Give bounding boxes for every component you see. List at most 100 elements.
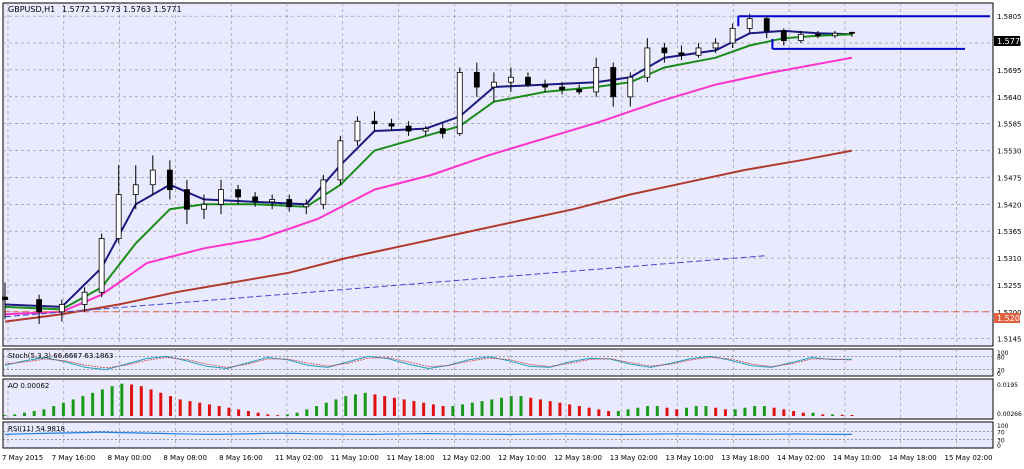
- price-tick-label: 1.5585: [997, 121, 1022, 129]
- candle-body: [525, 76, 531, 85]
- time-tick-label: 7 May 16:00: [52, 454, 96, 462]
- stoch-scale-label: 0: [997, 371, 1001, 378]
- candle-body: [422, 128, 429, 132]
- candles: [2, 13, 855, 325]
- rsi-scale-label: 100: [997, 423, 1009, 430]
- candle-body: [814, 33, 821, 37]
- candle-body: [780, 30, 787, 42]
- candle-body: [832, 32, 838, 37]
- candle-body: [610, 67, 617, 98]
- rsi-scale-label: 0: [997, 443, 1001, 450]
- current-price-marker: 1.5771: [994, 36, 1024, 46]
- candle-body: [184, 189, 190, 210]
- candle-body: [218, 189, 224, 205]
- stoch-scale-label: 80: [997, 354, 1005, 361]
- candle-body: [132, 184, 139, 195]
- candle-body: [405, 125, 412, 132]
- time-tick-label: 8 May 08:00: [163, 454, 207, 462]
- candle-body: [371, 120, 378, 125]
- stoch-scale-label: 20: [997, 368, 1005, 375]
- level-lines[interactable]: [3, 15, 993, 318]
- time-tick-label: 12 May 18:00: [554, 454, 602, 462]
- ohlc-header: 1.5772 1.5773 1.5763 1.5771: [62, 5, 182, 14]
- candle-body: [627, 76, 634, 98]
- time-tick-label: 12 May 02:00: [442, 454, 490, 462]
- price-tick-label: 1.5145: [997, 336, 1022, 344]
- candle-body: [456, 71, 463, 134]
- candle-body: [763, 18, 770, 32]
- time-tick-label: 14 May 18:00: [889, 454, 937, 462]
- time-tick-label: 8 May 00:00: [108, 454, 152, 462]
- price-tick-label: 1.5420: [997, 201, 1022, 209]
- candle-body: [746, 18, 753, 29]
- price-tick-label: 1.5530: [997, 148, 1022, 156]
- candle-body: [201, 203, 207, 210]
- candle-body: [576, 89, 583, 93]
- candle-body: [2, 296, 8, 300]
- candle-body: [149, 169, 156, 186]
- candle-body: [320, 179, 327, 205]
- moving-average-line: [4, 56, 853, 316]
- candle-body: [490, 81, 497, 88]
- candle-body: [593, 67, 600, 93]
- rsi-panel[interactable]: [2, 421, 994, 449]
- candle-body: [712, 42, 719, 49]
- time-tick-label: 7 May 2015: [2, 454, 43, 462]
- candle-body: [559, 86, 565, 90]
- candle-body: [388, 123, 395, 127]
- stoch-scale-label: 100: [997, 350, 1009, 357]
- price-tick-label: 1.5200: [997, 309, 1022, 317]
- candle-body: [473, 71, 480, 88]
- trend-line: [4, 255, 767, 318]
- time-axis: 7 May 2015 7 May 16:00 8 May 00:00 8 May 08…: [2, 454, 993, 462]
- candle-body: [508, 76, 514, 83]
- price-tick-label: 1.5805: [997, 13, 1022, 21]
- stochastic-signal-line: [4, 356, 853, 369]
- candle-body: [98, 238, 105, 293]
- price-tick-label: 1.5255: [997, 282, 1022, 290]
- stochastic-label: Stoch(5,3,3) 66.6667 63.1863: [8, 352, 113, 360]
- candle-body: [661, 47, 668, 54]
- current-price-label: 1.5771: [997, 37, 1024, 46]
- price-tick-label: 1.5695: [997, 67, 1022, 75]
- candle-body: [678, 52, 685, 56]
- candle-body: [542, 84, 548, 88]
- rsi-label: RSI(11) 54.9818: [8, 425, 65, 433]
- price-tick-label: 1.5310: [997, 255, 1022, 263]
- moving-average-line: [4, 149, 853, 323]
- time-tick-label: 13 May 18:00: [721, 454, 769, 462]
- time-tick-label: 12 May 10:00: [498, 454, 546, 462]
- horizontal-level-label: 1.5200: [997, 314, 1024, 323]
- ao-scale-label: 0.0195: [997, 382, 1018, 389]
- candle-body: [235, 189, 241, 198]
- time-tick-label: 14 May 02:00: [777, 454, 825, 462]
- indicators: [3, 355, 993, 441]
- price-tick-label: 1.5640: [997, 94, 1022, 102]
- ao-panel[interactable]: [2, 378, 994, 420]
- candle-body: [797, 33, 804, 42]
- time-tick-label: 11 May 10:00: [331, 454, 379, 462]
- rsi-scale-label: 70: [997, 429, 1005, 436]
- candle-body: [269, 199, 276, 203]
- candle-body: [115, 194, 122, 239]
- stochastic-panel[interactable]: [2, 348, 994, 377]
- time-tick-label: 11 May 18:00: [387, 454, 435, 462]
- candle-body: [252, 196, 259, 203]
- stochastic-main-line: [4, 355, 853, 371]
- ao-scale-label: 0.00266: [997, 411, 1022, 418]
- rsi-scale-label: 30: [997, 438, 1005, 445]
- candle-body: [695, 47, 702, 56]
- ao-label: AO 0.00062: [8, 382, 49, 390]
- candle-body: [81, 291, 88, 305]
- candle-body: [36, 299, 43, 313]
- candle-body: [166, 169, 173, 191]
- time-tick-label: 15 May 02:00: [945, 454, 993, 462]
- rsi-line: [4, 431, 852, 436]
- candle-body: [337, 140, 344, 181]
- time-tick-label: 13 May 02:00: [610, 454, 658, 462]
- time-tick-label: 11 May 02:00: [275, 454, 323, 462]
- candle-body: [354, 120, 361, 142]
